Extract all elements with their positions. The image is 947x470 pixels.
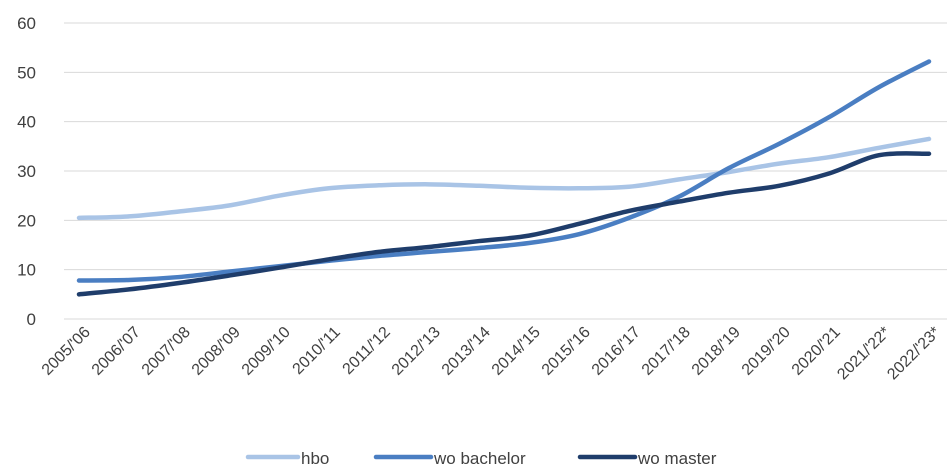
x-tick-label: 2022/'23* [884,324,943,383]
x-tick-label: 2006/'07 [89,324,144,379]
legend-label: wo bachelor [433,449,526,468]
y-tick-label: 50 [17,63,36,82]
y-tick-label: 0 [27,310,36,329]
x-tick-label: 2008/'09 [189,324,244,379]
y-tick-label: 10 [17,261,36,280]
y-tick-label: 30 [17,162,36,181]
x-tick-label: 2014/'15 [489,324,544,379]
x-tick-label: 2012/'13 [389,324,444,379]
x-tick-label: 2017/'18 [639,324,694,379]
series-line-wo-bachelor [76,59,932,283]
gridlines [64,22,947,320]
x-axis: 2005/'062006/'072007/'082008/'092009/'10… [39,324,944,384]
legend: hbo wo bachelor wo master [245,449,717,468]
x-tick-label: 2013/'14 [439,324,494,379]
x-tick-label: 2010/'11 [290,324,344,378]
x-tick-label: 2007/'08 [139,324,194,379]
legend-label: wo master [637,449,717,468]
series-line-hbo [76,136,932,221]
y-tick-label: 40 [17,113,36,132]
legend-label: hbo [301,449,329,468]
y-tick-label: 60 [17,14,36,33]
y-axis: 0 10 20 30 40 50 60 [17,14,36,329]
series-line-wo-master [76,151,932,297]
x-tick-label: 2005/'06 [39,324,94,379]
x-tick-label: 2016/'17 [589,324,644,379]
x-tick-label: 2019/'20 [739,324,794,379]
x-tick-label: 2015/'16 [539,324,594,379]
x-tick-label: 2021/'22* [834,324,893,383]
y-tick-label: 20 [17,211,36,230]
x-tick-label: 2011/'12 [340,324,394,378]
x-tick-label: 2018/'19 [689,324,744,379]
series-lines [76,59,932,297]
x-tick-label: 2009/'10 [239,324,294,379]
